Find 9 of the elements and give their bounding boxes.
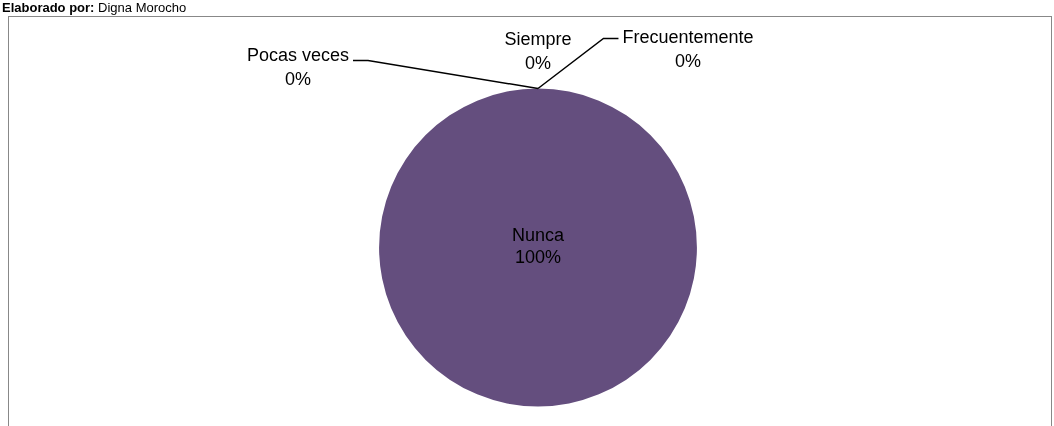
text: 0% (524, 53, 552, 74)
slice-label: Nunca (511, 225, 565, 246)
category-label: Pocas veces (246, 45, 350, 66)
category-label: Frecuentemente (622, 27, 754, 48)
data-label: 100% (514, 247, 562, 268)
text: 0% (284, 69, 312, 90)
text: Elaborado por: Digna Morocho (2, 0, 187, 15)
category-label: Siempre (504, 29, 572, 50)
text: 0% (674, 51, 702, 72)
